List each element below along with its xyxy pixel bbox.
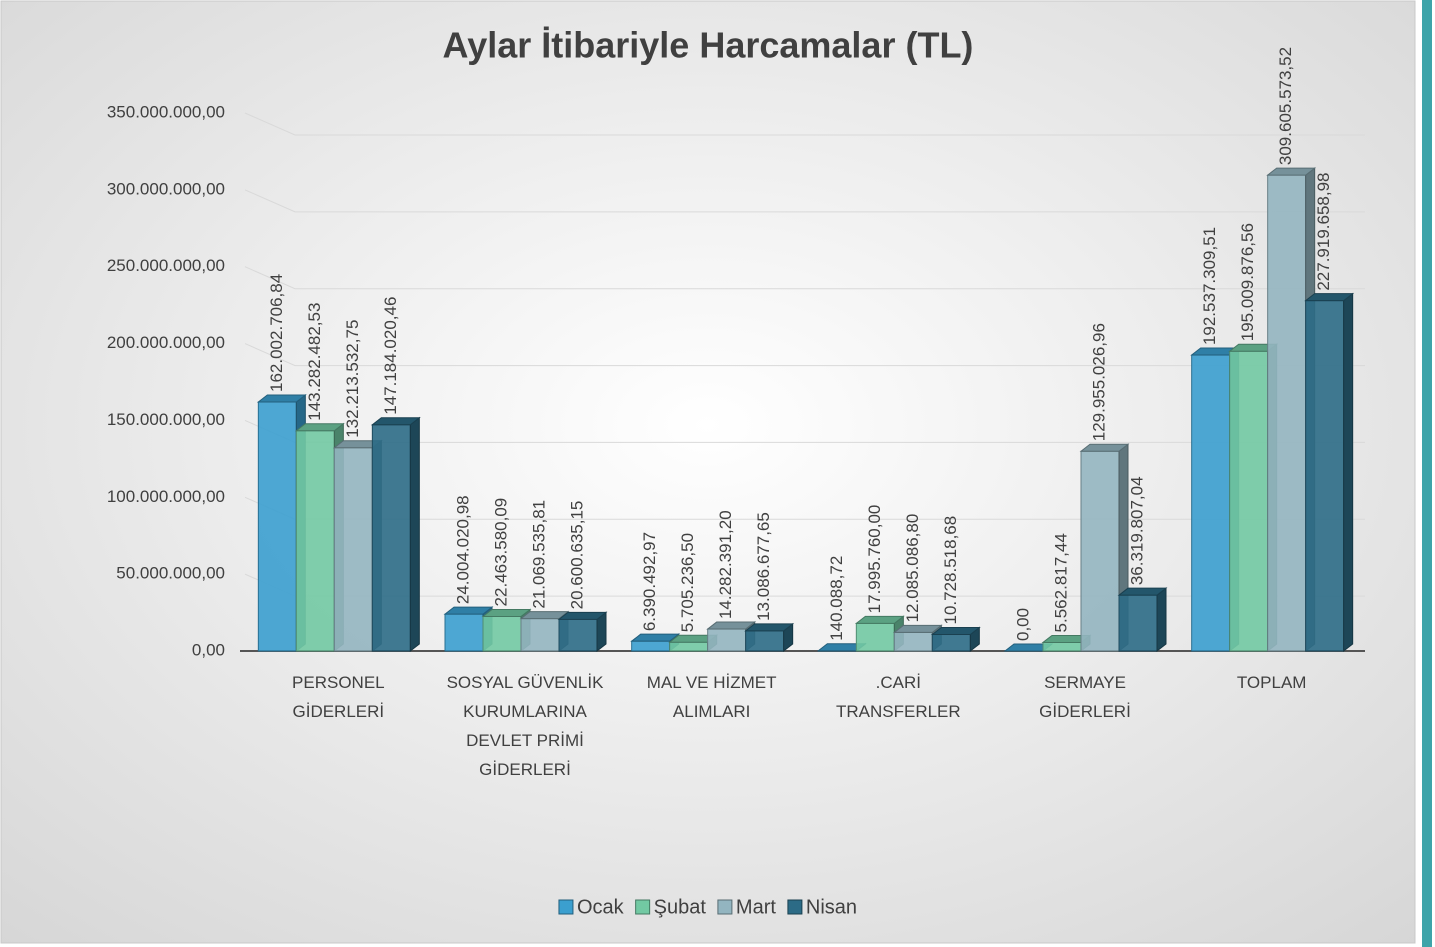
bar-top: [1117, 587, 1168, 596]
chart-title: Aylar İtibariyle Harcamalar (TL): [443, 25, 974, 66]
bar-side: [1156, 587, 1167, 653]
bar-front: [520, 618, 560, 652]
bar-front: [558, 618, 598, 652]
bar-front: [707, 628, 747, 652]
x-tick-label: SERMAYE GİDERLERİ: [1039, 673, 1131, 721]
y-tick-label: 200.000.000,00: [107, 333, 225, 352]
bar-front: [333, 447, 373, 652]
y-tick-label: 0,00: [192, 640, 225, 659]
data-label: 0,00: [1013, 608, 1032, 641]
legend-swatch: [558, 899, 574, 915]
x-tick-label: PERSONEL GİDERLERİ: [292, 673, 385, 721]
bar-top: [519, 611, 570, 620]
bar-front: [855, 622, 895, 652]
y-tick-label: 350.000.000,00: [107, 102, 225, 121]
data-label: 143.282.482,53: [305, 303, 324, 421]
grid-line: [244, 343, 1365, 367]
bar-front: [745, 630, 785, 652]
x-tick-label: SOSYAL GÜVENLİK KURUMLARINA DEVLET PRİMİ…: [446, 673, 604, 779]
data-label: 132.213.532,75: [343, 320, 362, 438]
x-tick-label: .CARİ TRANSFERLER: [835, 673, 961, 721]
bar-top: [892, 624, 943, 633]
bar-front: [1118, 594, 1158, 652]
bar-top: [744, 623, 795, 632]
bar-front: [257, 401, 297, 652]
y-tick-label: 150.000.000,00: [107, 410, 225, 429]
bar-front: [1267, 174, 1307, 652]
data-label: 21.069.535,81: [529, 500, 548, 609]
data-label: 162.002.706,84: [267, 274, 286, 392]
bar-top: [1079, 443, 1130, 452]
data-label: 36.319.807,04: [1127, 476, 1146, 585]
data-label: 20.600.635,15: [567, 501, 586, 610]
bar-front: [482, 615, 522, 652]
legend-swatch: [635, 899, 651, 915]
bar-top: [1266, 167, 1317, 176]
y-tick-label: 50.000.000,00: [116, 564, 225, 583]
bar-front: [631, 640, 671, 652]
bar-top: [481, 608, 532, 617]
bar-top: [630, 633, 681, 642]
bar-front: [931, 634, 971, 652]
legend-label: Şubat: [654, 896, 707, 918]
bar-front: [1305, 300, 1345, 652]
bar-front: [1042, 641, 1082, 652]
y-tick-label: 250.000.000,00: [107, 256, 225, 275]
bar-top: [854, 615, 905, 624]
data-label: 22.463.580,09: [491, 498, 510, 607]
bar-front: [1229, 350, 1269, 652]
data-label: 192.537.309,51: [1200, 227, 1219, 345]
bar-front: [893, 631, 933, 652]
data-label: 10.728.518,68: [941, 516, 960, 625]
bar-front: [295, 430, 335, 652]
data-label: 5.705.236,50: [678, 533, 697, 632]
x-tick-label: TOPLAM: [1236, 673, 1307, 692]
grid-line: [244, 112, 1365, 136]
bar-top: [706, 621, 757, 630]
legend-label: Ocak: [577, 896, 625, 918]
side-strip: [1422, 0, 1432, 947]
y-tick-label: 300.000.000,00: [107, 179, 225, 198]
bar-top: [1304, 293, 1355, 302]
data-label: 195.009.876,56: [1238, 223, 1257, 341]
bar-front: [669, 641, 709, 652]
data-label: 17.995.760,00: [865, 505, 884, 614]
data-label: 309.605.573,52: [1276, 47, 1295, 165]
data-label: 6.390.492,97: [640, 532, 659, 631]
data-label: 129.955.026,96: [1089, 323, 1108, 441]
data-label: 13.086.677,65: [754, 512, 773, 621]
data-label: 140.088,72: [827, 556, 846, 641]
bar-top: [294, 423, 345, 432]
bar-top: [370, 417, 421, 426]
legend-swatch: [787, 899, 803, 915]
bar-front: [1191, 354, 1231, 652]
grid-line: [244, 266, 1365, 290]
data-label: 227.919.658,98: [1314, 172, 1333, 290]
legend-label: Nisan: [806, 896, 857, 918]
grid-line: [244, 189, 1365, 213]
bar-front: [371, 424, 411, 652]
bar-top: [256, 394, 307, 403]
bar-top: [443, 606, 494, 615]
bar-top: [557, 611, 608, 620]
bar-side: [1343, 292, 1354, 653]
data-label: 12.085.086,80: [903, 514, 922, 623]
data-label: 14.282.391,20: [716, 510, 735, 619]
data-label: 24.004.020,98: [453, 495, 472, 604]
bar-side: [409, 416, 420, 653]
bar-front: [1080, 450, 1120, 652]
legend-swatch: [717, 899, 733, 915]
legend-label: Mart: [736, 896, 776, 918]
data-label: 5.562.817,44: [1051, 533, 1070, 632]
x-tick-label: MAL VE HİZMET ALIMLARI: [646, 673, 777, 721]
bar-top: [930, 627, 981, 636]
data-label: 147.184.020,46: [381, 297, 400, 415]
bar-front: [444, 613, 484, 652]
y-tick-label: 100.000.000,00: [107, 487, 225, 506]
